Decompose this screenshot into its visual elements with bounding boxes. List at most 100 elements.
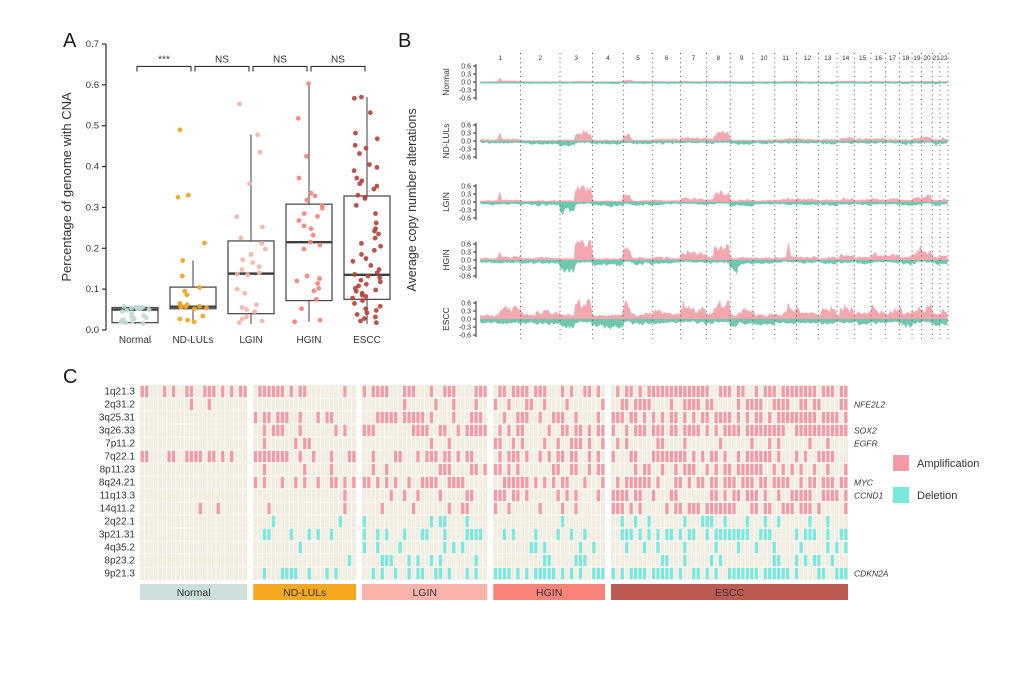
cna-cell (307, 528, 311, 541)
cna-cell (844, 424, 848, 437)
data-point (373, 307, 379, 313)
cna-cell (692, 424, 696, 437)
cna-cell (574, 463, 578, 476)
cna-cell (799, 385, 803, 398)
cna-cell (723, 463, 727, 476)
cna-cell (727, 476, 732, 489)
data-point (244, 314, 249, 320)
deletion-area (480, 202, 948, 215)
data-point (304, 273, 310, 279)
deletion-area (480, 260, 948, 276)
cna-cell (380, 411, 384, 424)
cna-cell (596, 463, 600, 476)
cna-cell (692, 463, 696, 476)
cna-cell (794, 411, 799, 424)
cna-cell (347, 554, 352, 567)
cytoband-label: 4q35.2 (104, 543, 135, 554)
cna-cell (616, 411, 620, 424)
cna-cell (678, 502, 682, 515)
cna-cell (665, 385, 669, 398)
cna-cell (817, 567, 821, 580)
amplification-legend-swatch (893, 455, 909, 471)
panel-b-label: B (398, 30, 412, 52)
track-tick-label: 0.6 (461, 63, 471, 70)
cna-cell (611, 489, 615, 502)
cna-cell (777, 398, 781, 411)
track-HGIN: 0.60.30.0-0.3-0.6 HGIN (441, 240, 948, 280)
cna-cell (844, 463, 848, 476)
cna-cell (611, 450, 615, 463)
cna-cell (741, 476, 745, 489)
data-point (371, 186, 377, 192)
cna-cell (262, 567, 267, 580)
cna-cell (507, 476, 511, 489)
cna-cell (763, 476, 767, 489)
cna-cell (520, 385, 524, 398)
cytoband-label: 14q11.2 (100, 504, 136, 515)
cna-cell (556, 489, 560, 502)
cna-cell (534, 541, 538, 554)
data-point (359, 292, 365, 298)
data-point (143, 315, 149, 321)
cna-cell (425, 450, 429, 463)
cna-cell (656, 528, 660, 541)
cna-cell (569, 528, 574, 541)
cna-cell (583, 476, 587, 489)
data-point (378, 243, 383, 249)
cna-cell (461, 541, 465, 554)
cna-cell (696, 502, 700, 515)
cna-cell (714, 528, 718, 541)
cna-cell (538, 450, 542, 463)
cna-cell (794, 385, 799, 398)
svg-text:Percentage of genome with CNA: Percentage of genome with CNA (59, 92, 74, 282)
cna-cell (520, 411, 524, 424)
cna-cell (750, 567, 754, 580)
cna-cell (578, 424, 583, 437)
cna-cell (474, 385, 478, 398)
cna-cell (768, 502, 772, 515)
data-point (363, 145, 369, 151)
cna-cell (710, 450, 714, 463)
cna-cell (763, 489, 767, 502)
cna-cell (534, 476, 538, 489)
cna-cell (723, 411, 727, 424)
cna-cell (683, 541, 687, 554)
cna-cell (470, 463, 474, 476)
gene-label: SOX2 (854, 426, 877, 436)
cna-cell (547, 567, 551, 580)
cna-cell (465, 528, 469, 541)
cna-cell (777, 424, 781, 437)
cna-cell (642, 541, 647, 554)
cna-cell (601, 567, 605, 580)
cytoband-label: 7p11.2 (105, 439, 135, 450)
track-tick-label: 0.0 (461, 79, 471, 86)
cna-cell (714, 502, 718, 515)
cna-cell (799, 424, 803, 437)
group-bar-ND-LULs (253, 584, 357, 600)
cna-cell (647, 398, 651, 411)
data-point (354, 175, 360, 181)
track-ESCC: 0.60.30.0-0.3-0.6 ESCC (441, 299, 948, 339)
track-tick-label: 0.6 (461, 300, 471, 307)
x-category-label: ESCC (353, 335, 381, 346)
cna-cell (474, 463, 478, 476)
cna-cell (763, 424, 767, 437)
cna-cell (167, 450, 171, 463)
cna-cell (253, 476, 258, 489)
cna-cell (754, 411, 758, 424)
cna-cell (552, 476, 556, 489)
cna-cell (511, 437, 516, 450)
cna-cell (565, 424, 569, 437)
cna-cell (812, 398, 817, 411)
cna-cell (826, 463, 830, 476)
cna-cell (803, 398, 808, 411)
cna-cell (812, 528, 817, 541)
data-point (310, 232, 316, 238)
deletion-area (480, 319, 948, 330)
box-LGIN (227, 240, 275, 315)
cna-cell (592, 567, 596, 580)
cna-cell (334, 476, 338, 489)
cna-cell (601, 398, 605, 411)
